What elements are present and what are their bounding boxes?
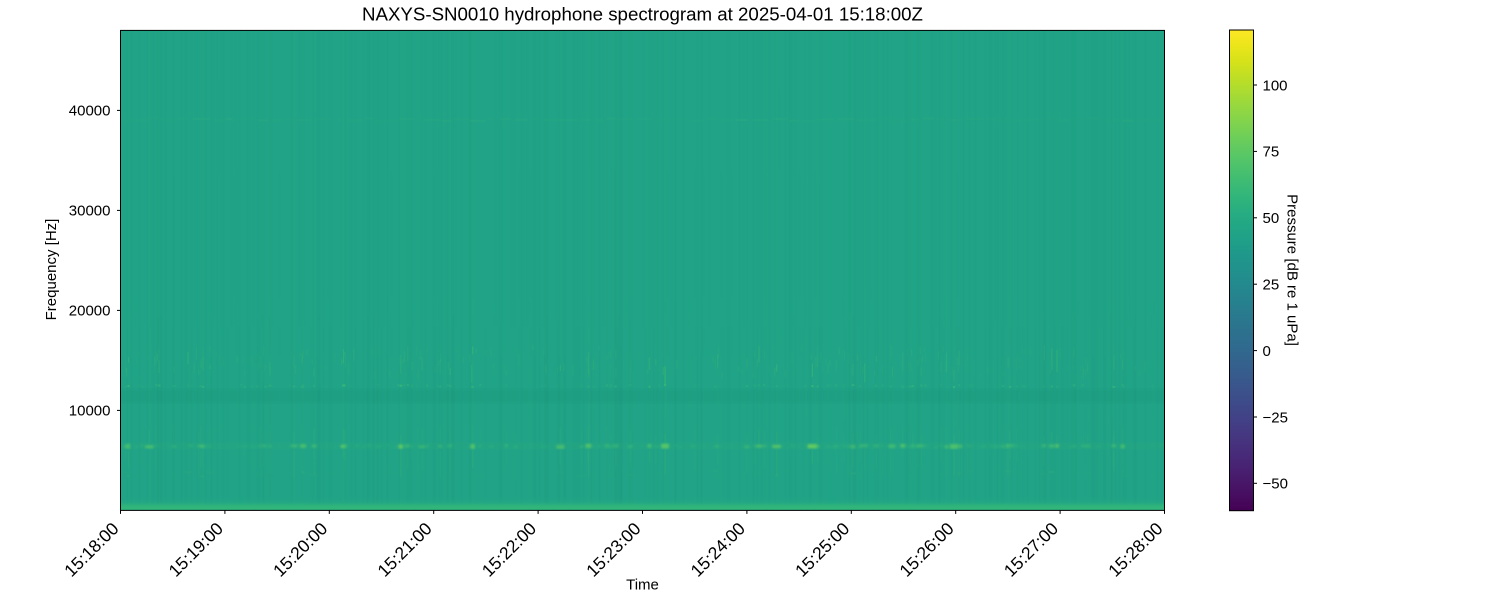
svg-text:10000: 10000 (69, 403, 111, 420)
svg-text:NAXYS-SN0010 hydrophone spectr: NAXYS-SN0010 hydrophone spectrogram at 2… (362, 4, 923, 25)
svg-text:50: 50 (1263, 210, 1280, 227)
svg-text:−25: −25 (1263, 409, 1288, 426)
svg-text:Frequency [Hz]: Frequency [Hz] (43, 219, 60, 321)
svg-text:Pressure [dB re 1 uPa]: Pressure [dB re 1 uPa] (1284, 194, 1301, 346)
svg-text:75: 75 (1263, 144, 1280, 161)
svg-text:30000: 30000 (69, 203, 111, 220)
svg-text:−50: −50 (1263, 476, 1288, 493)
svg-text:20000: 20000 (69, 303, 111, 320)
svg-text:25: 25 (1263, 277, 1280, 294)
svg-text:0: 0 (1263, 343, 1271, 360)
svg-text:Time: Time (626, 577, 659, 594)
svg-text:100: 100 (1263, 77, 1288, 94)
svg-text:40000: 40000 (69, 103, 111, 120)
